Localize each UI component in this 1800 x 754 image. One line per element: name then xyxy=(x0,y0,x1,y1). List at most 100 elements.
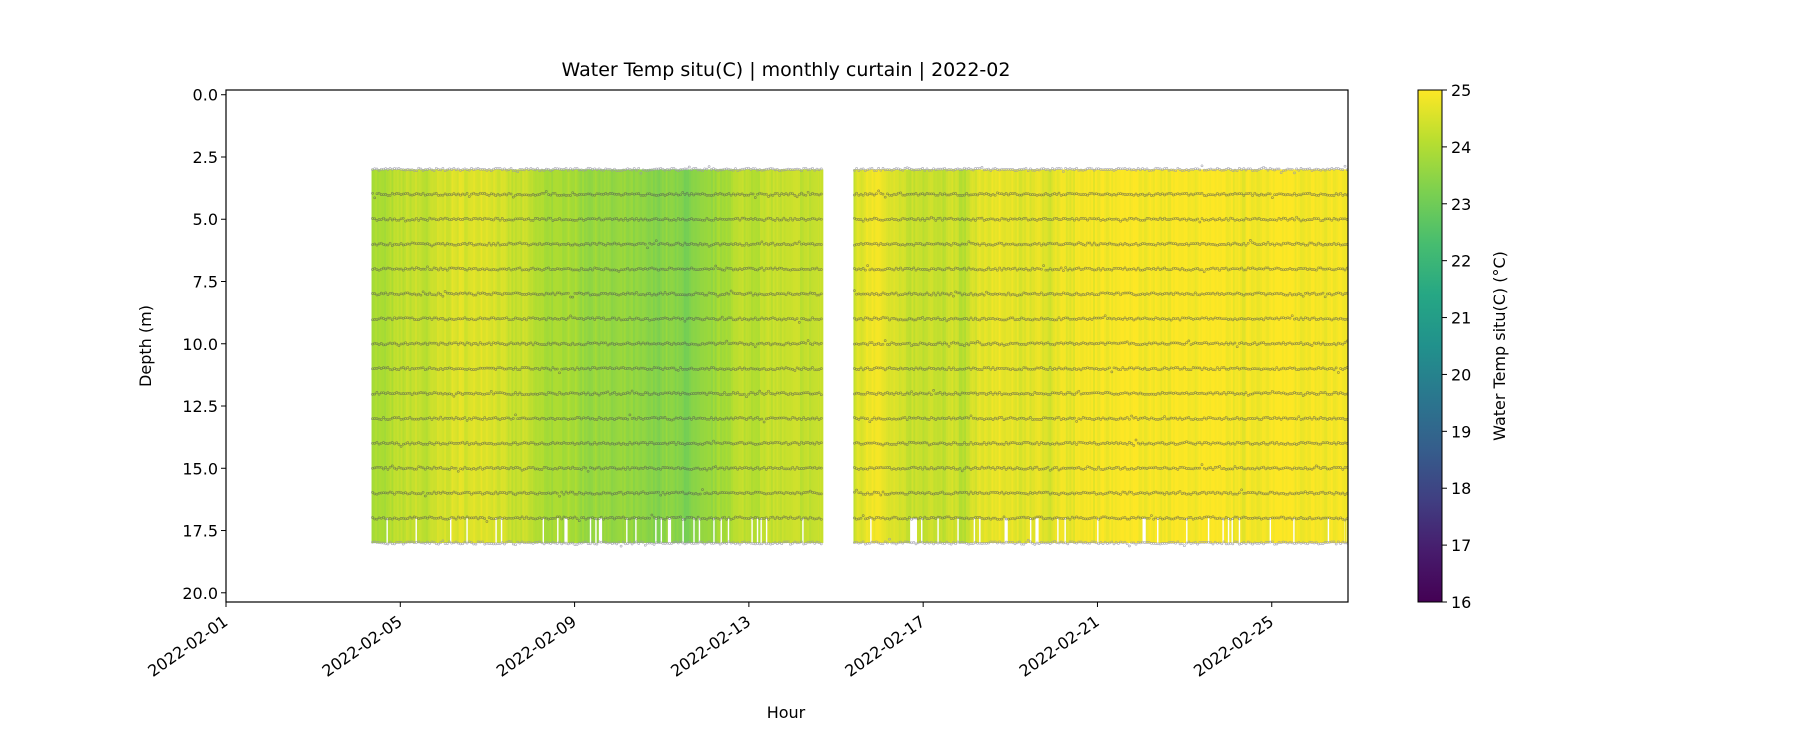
temperature-cell xyxy=(1002,169,1005,543)
temperature-cell xyxy=(431,169,434,543)
temperature-cell xyxy=(1260,169,1263,543)
temperature-cell xyxy=(774,169,777,543)
temperature-cell xyxy=(940,169,943,543)
temperature-cell xyxy=(1084,169,1087,543)
temperature-cell xyxy=(469,169,472,543)
temperature-cell xyxy=(962,169,965,543)
temperature-cell xyxy=(1154,169,1158,543)
colorbar-tick-label: 22 xyxy=(1451,252,1471,271)
temperature-cell xyxy=(889,169,892,543)
sensor-markers-row xyxy=(853,463,1349,473)
temperature-cell xyxy=(640,169,643,543)
temperature-cell xyxy=(424,169,427,543)
temperature-cell xyxy=(1256,169,1259,543)
sensor-markers-row xyxy=(853,314,1349,323)
temperature-cell xyxy=(1296,169,1299,543)
temperature-cell xyxy=(933,169,936,543)
temperature-cell xyxy=(783,169,786,543)
temperature-cell xyxy=(758,169,761,543)
temperature-cell xyxy=(821,169,823,543)
temperature-cell xyxy=(551,169,554,543)
temperature-cell xyxy=(429,169,432,543)
temperature-cell xyxy=(810,169,814,543)
temperature-cell xyxy=(632,169,636,543)
temperature-cell xyxy=(435,169,438,543)
temperature-cell xyxy=(1174,169,1178,543)
temperature-cell xyxy=(558,169,561,543)
temperature-cell xyxy=(464,169,467,543)
temperature-cell xyxy=(858,169,862,543)
temperature-cell xyxy=(1276,169,1279,543)
temperature-cell xyxy=(382,169,385,543)
temperature-cell xyxy=(1040,169,1043,543)
temperature-cell xyxy=(803,169,806,543)
temperature-cell xyxy=(1346,169,1348,543)
temperature-cell xyxy=(1274,169,1277,543)
temperature-cell xyxy=(969,169,972,543)
temperature-cell xyxy=(502,169,505,543)
temperature-cell xyxy=(864,169,867,543)
y-tick-label: 20.0 xyxy=(182,584,218,603)
temperature-cell xyxy=(607,169,610,543)
sensor-markers-row xyxy=(853,389,1349,397)
temperature-cell xyxy=(1020,169,1023,543)
temperature-cell xyxy=(1245,169,1248,543)
temperature-cell xyxy=(818,169,820,543)
temperature-cell xyxy=(471,169,474,543)
temperature-cell xyxy=(767,169,770,543)
temperature-cell xyxy=(871,169,874,543)
temperature-cell xyxy=(1134,169,1138,543)
temperature-cell xyxy=(1249,169,1252,543)
colorbar-tick-label: 25 xyxy=(1451,81,1471,100)
y-tick-label: 2.5 xyxy=(193,148,218,167)
temperature-cell xyxy=(516,169,519,543)
temperature-cell xyxy=(1283,169,1286,543)
temperature-cell xyxy=(402,169,405,543)
temperature-cell xyxy=(987,169,991,543)
temperature-cell xyxy=(770,169,774,543)
temperature-cell xyxy=(534,169,538,543)
temperature-cell xyxy=(1341,169,1345,543)
temperature-cell xyxy=(489,169,492,543)
colorbar-tick-label: 18 xyxy=(1451,479,1471,498)
temperature-cell xyxy=(1145,169,1148,543)
temperature-cell xyxy=(814,169,817,543)
temperature-cell xyxy=(1078,169,1081,543)
temperature-cell xyxy=(776,169,779,543)
temperature-cell xyxy=(995,169,998,543)
temperature-cell xyxy=(473,169,476,543)
temperature-cell xyxy=(1176,169,1179,543)
temperature-cell xyxy=(989,169,992,543)
x-tick-label: 2022-02-25 xyxy=(1190,612,1277,681)
y-tick-label: 10.0 xyxy=(182,335,218,354)
temperature-cell xyxy=(440,169,443,543)
temperature-cell xyxy=(554,169,558,543)
temperature-cell xyxy=(1167,169,1170,543)
temperature-cell xyxy=(1156,169,1159,519)
temperature-cell xyxy=(453,169,456,543)
sensor-markers-row xyxy=(853,414,1349,424)
temperature-cell xyxy=(1140,169,1143,543)
y-tick-label: 7.5 xyxy=(193,273,218,292)
sensor-markers-row xyxy=(853,339,1349,349)
temperature-cell xyxy=(1114,169,1118,543)
temperature-cell xyxy=(1196,169,1199,543)
temperature-cell xyxy=(732,169,736,543)
temperature-cell xyxy=(993,169,996,543)
temperature-cell xyxy=(731,169,734,543)
temperature-cell xyxy=(877,169,880,543)
temperature-cell xyxy=(487,169,490,543)
temperature-cell xyxy=(611,169,614,543)
temperature-cell xyxy=(658,169,661,543)
temperature-cell xyxy=(511,169,514,543)
temperature-cell xyxy=(1290,169,1294,543)
temperature-cell xyxy=(602,169,605,543)
temperature-cell xyxy=(1281,169,1285,543)
temperature-cell xyxy=(518,169,521,543)
temperature-cell xyxy=(380,169,383,543)
sensor-markers-row xyxy=(853,239,1349,247)
temperature-cell xyxy=(886,169,889,543)
temperature-cell xyxy=(665,169,668,543)
temperature-cell xyxy=(582,169,585,543)
temperature-cell xyxy=(1191,169,1194,543)
